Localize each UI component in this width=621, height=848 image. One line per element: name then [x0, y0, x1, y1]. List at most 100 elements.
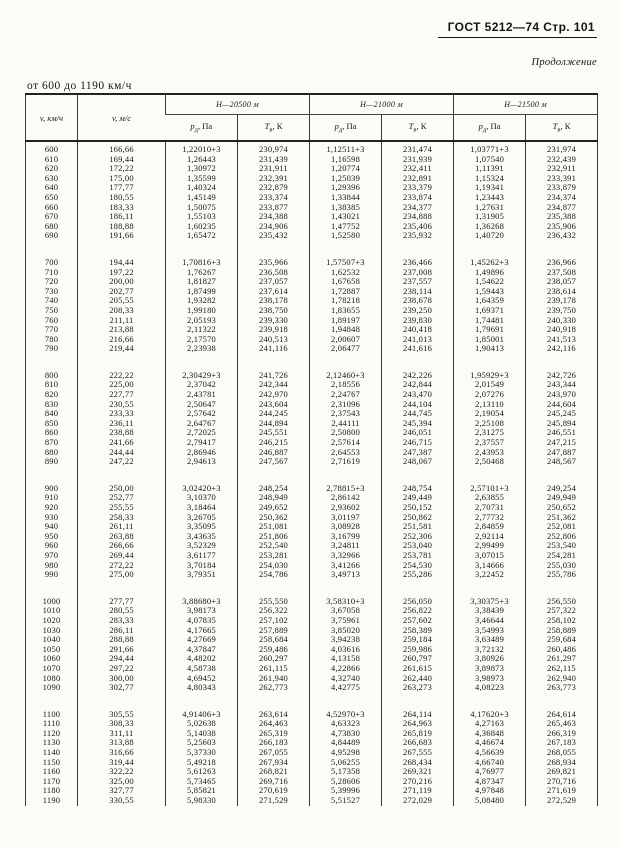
table-body: 600 166,66 1,22010+3 230,974 1,12511+3 231,47… [26, 141, 598, 806]
cell: 262,115 [525, 663, 598, 674]
page-header: ГОСТ 5212—74 Стр. 101 [25, 18, 597, 38]
cell: 1010 [42, 606, 61, 616]
cell: 1,45262+3 [453, 254, 526, 268]
cell: 251,362 [525, 512, 598, 523]
cell: 3,79351 [165, 570, 238, 580]
cell: 1,89197 [309, 315, 382, 326]
cell: 3,72132 [453, 644, 526, 655]
cell: 258,889 [525, 625, 598, 636]
cell: 234,377 [381, 202, 454, 213]
cell: 1,19341 [453, 183, 526, 193]
cell: 243,470 [381, 390, 454, 400]
cell: 261,297 [525, 654, 598, 664]
cell: 1080 [42, 673, 61, 683]
col-header-h20500: Н—20500 м [164, 94, 310, 115]
cell: 275,00 [77, 570, 166, 580]
cell: 268,434 [381, 757, 454, 768]
cell: 1,40324 [165, 183, 238, 193]
cell: 4,73830 [309, 728, 382, 739]
cell: 2,43781 [165, 390, 238, 400]
cell: 248,567 [525, 457, 598, 467]
cell: 286,11 [77, 625, 166, 636]
cell: 1120 [42, 728, 61, 738]
cell: 234,374 [525, 192, 598, 203]
table-row: 1130 313,88 5,25603 266,183 4,84489 266,683 4,… [26, 738, 598, 749]
cell: 244,604 [525, 399, 598, 410]
cell: 249,949 [525, 493, 598, 503]
cell: 264,614 [525, 706, 598, 720]
cell: 1,52580 [309, 231, 382, 241]
cell: 3,54993 [453, 625, 526, 636]
cell: 257,322 [525, 606, 598, 616]
cell: 1,11391 [453, 164, 526, 174]
cell: 235,432 [236, 231, 310, 241]
cell: 1140 [42, 748, 61, 758]
cell: 4,87347 [453, 776, 526, 787]
cell: 242,116 [525, 344, 598, 354]
cell: 2,92114 [453, 531, 526, 542]
cell: 5,61263 [165, 767, 238, 777]
cell: 227,77 [77, 390, 166, 400]
continuation-label: Продолжение [531, 57, 597, 68]
cell: 2,18556 [309, 380, 382, 391]
cell: 259,986 [381, 644, 454, 655]
cell: 233,374 [236, 192, 310, 203]
cell: 2,00607 [309, 334, 382, 345]
cell: 2,57614 [309, 438, 382, 448]
cell: 1,22010+3 [165, 141, 238, 155]
cell: 3,14666 [453, 560, 526, 571]
cell: 241,726 [236, 367, 310, 381]
table-row: 990 275,00 3,79351 254,786 3,49713 255,286 3,2… [26, 570, 598, 580]
cell: 2,50800 [309, 428, 382, 439]
cell: 233,33 [77, 409, 166, 419]
cell: 240,330 [525, 315, 598, 326]
cell: 264,114 [381, 706, 454, 720]
cell: 2,99499 [453, 541, 526, 551]
cell: 245,394 [381, 418, 454, 429]
cell: 265,463 [525, 719, 598, 729]
cell: 271,529 [236, 796, 310, 806]
cell: 3,94238 [309, 635, 382, 645]
cell: 1,78218 [309, 296, 382, 306]
cell: 265,319 [236, 728, 310, 739]
cell: 250,152 [381, 503, 454, 513]
cell: 1,40720 [453, 231, 526, 241]
cell: 172,22 [77, 164, 166, 174]
cell: 232,439 [525, 154, 598, 165]
cell: 2,86946 [165, 447, 238, 458]
col-header-h21500: Н—21500 м [453, 94, 598, 115]
cell: 3,02420+3 [165, 480, 238, 494]
cell: 231,474 [381, 141, 454, 155]
col-header-v-ms: v, м/с [77, 94, 166, 141]
cell: 780 [44, 334, 59, 344]
cell: 1020 [42, 615, 61, 625]
cell: 237,057 [236, 277, 310, 287]
cell: 263,614 [236, 706, 310, 720]
cell: 177,77 [77, 183, 166, 193]
cell: 3,10370 [165, 493, 238, 503]
cell: 670 [44, 212, 59, 222]
table-row: 790 219,44 2,23938 241,116 2,06477 241,616 1,9… [26, 344, 598, 354]
cell: 252,540 [236, 541, 310, 551]
cell: 245,894 [525, 418, 598, 429]
cell: 1,36268 [453, 221, 526, 232]
cell: 1110 [42, 719, 61, 729]
cell: 239,830 [381, 315, 454, 326]
cell: 4,17620+3 [453, 706, 526, 720]
cell: 230,55 [77, 399, 166, 410]
cell: 3,43635 [165, 531, 238, 542]
table-row: 920 255,55 3,18464 249,652 2,93602 250,152 2,7… [26, 503, 598, 513]
cell: 4,37847 [165, 644, 238, 655]
cell: 247,215 [525, 438, 598, 448]
cell: 1,15324 [453, 173, 526, 184]
cell: 2,19054 [453, 409, 526, 419]
cell: 870 [44, 438, 59, 448]
table-row: 730 202,77 1,87499 237,614 1,72887 238,114 1,5… [26, 286, 598, 297]
cell: 1,23443 [453, 192, 526, 203]
cell: 262,773 [236, 683, 310, 693]
cell: 247,887 [525, 447, 598, 458]
cell: 251,081 [236, 522, 310, 532]
cell: 2,23938 [165, 344, 238, 354]
table-row: 1050 291,66 4,37847 259,486 4,03616 259,986 3,… [26, 644, 598, 655]
cell: 265,819 [381, 728, 454, 739]
